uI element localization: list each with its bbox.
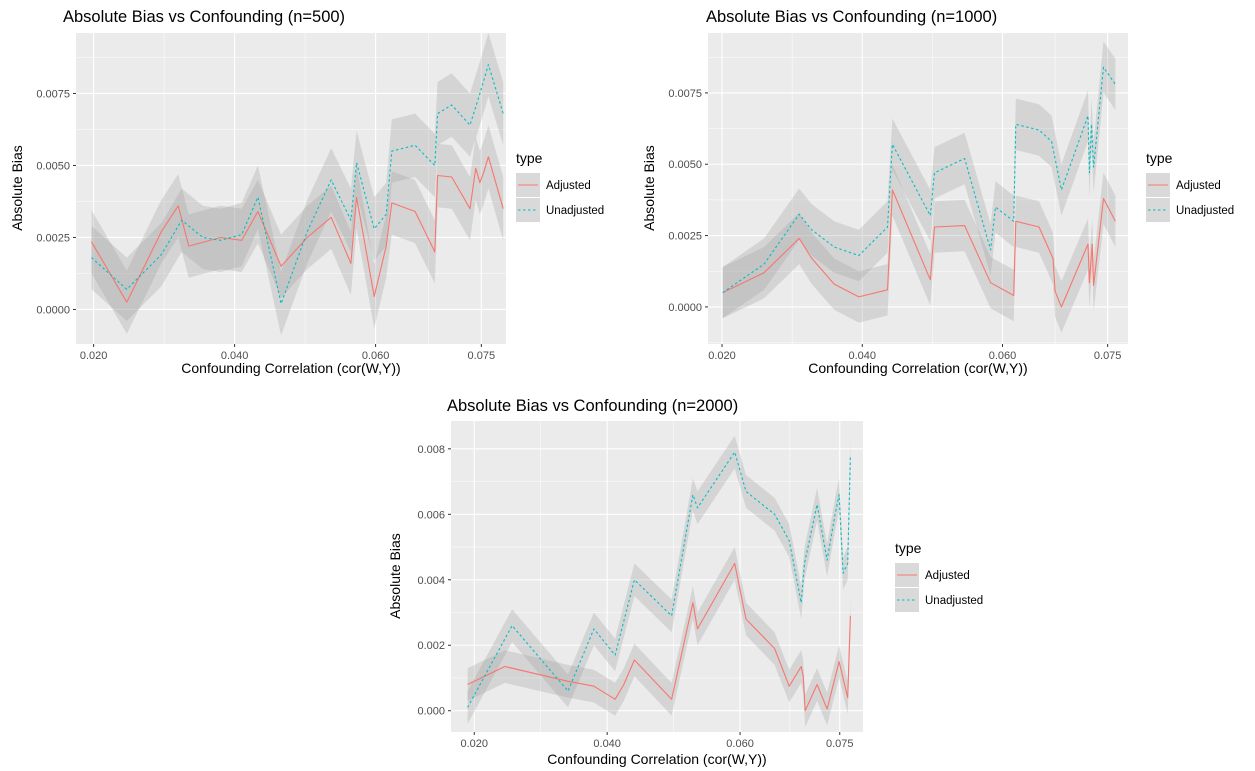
x-tick-label: 0.060 (989, 350, 1017, 362)
legend-label-unadjusted: Unadjusted (546, 205, 604, 217)
axes: 0.020 0.040 0.060 0.075 0.0000 0.0025 0.0050 0.… (668, 33, 1128, 362)
series-line-adjusted (91, 156, 504, 303)
x-tick-label: 0.040 (593, 738, 621, 750)
legend-title: type (895, 540, 922, 556)
y-tick-label: 0.004 (417, 575, 445, 587)
legend-label-adjusted: Adjusted (546, 180, 591, 192)
legend-title: type (1146, 150, 1173, 166)
plot-panel (708, 33, 1128, 344)
x-axis-title: Confounding Correlation (cor(W,Y)) (181, 360, 400, 376)
y-tick-label: 0.008 (417, 444, 445, 456)
series-line-unadjusted (722, 66, 1116, 294)
x-tick-label: 0.040 (221, 350, 249, 362)
x-tick-label: 0.040 (848, 350, 876, 362)
chart-title: Absolute Bias vs Confounding (n=2000) (447, 397, 738, 415)
axes: 0.020 0.040 0.060 0.075 0.000 0.002 0.004 0.006… (417, 421, 863, 750)
series-line-adjusted (467, 562, 851, 712)
y-tick-label: 0.0075 (668, 88, 702, 100)
x-tick-label: 0.020 (708, 350, 736, 362)
y-tick-label: 0.000 (417, 706, 445, 718)
plot-panel (76, 33, 506, 344)
y-axis-title: Absolute Bias (9, 145, 25, 231)
legend: type Adjusted Unadjusted (1146, 150, 1234, 222)
series-line-unadjusted (91, 64, 504, 305)
y-tick-label: 0.0050 (36, 160, 70, 172)
legend-label-unadjusted: Unadjusted (925, 595, 983, 607)
legend-label-adjusted: Adjusted (1176, 180, 1221, 192)
legend-label-adjusted: Adjusted (925, 570, 970, 582)
y-tick-label: 0.0075 (36, 88, 70, 100)
x-tick-label: 0.020 (80, 350, 108, 362)
x-tick-label: 0.075 (1094, 350, 1122, 362)
x-axis-title: Confounding Correlation (cor(W,Y)) (808, 360, 1027, 376)
chart-panel-1: Absolute Bias vs Confounding (n=500) 0.02… (9, 8, 604, 376)
chart-title: Absolute Bias vs Confounding (n=1000) (706, 8, 997, 26)
axes: 0.020 0.040 0.060 0.075 0.0000 0.0025 0.0050 0.… (36, 33, 506, 362)
series-line-unadjusted (467, 451, 851, 708)
confidence-band-unadjusted (91, 33, 504, 336)
legend-label-unadjusted: Unadjusted (1176, 205, 1234, 217)
x-tick-label: 0.060 (362, 350, 390, 362)
legend: type Adjusted Unadjusted (895, 540, 983, 612)
y-tick-label: 0.002 (417, 640, 445, 652)
minor-gridlines (76, 33, 506, 344)
chart-panel-3: Absolute Bias vs Confounding (n=2000) 0.0… (387, 397, 983, 767)
chart-panel-2: Absolute Bias vs Confounding (n=1000) 0.0… (641, 8, 1234, 376)
y-tick-label: 0.0000 (668, 302, 702, 314)
legend-title: type (516, 150, 543, 166)
minor-gridlines (451, 421, 863, 732)
series-line-adjusted (722, 189, 1116, 308)
confidence-band-unadjusted (467, 435, 851, 724)
x-axis-title: Confounding Correlation (cor(W,Y)) (547, 751, 766, 767)
x-tick-label: 0.075 (468, 350, 496, 362)
y-tick-label: 0.0050 (668, 159, 702, 171)
y-axis-title: Absolute Bias (387, 533, 403, 619)
y-axis-title: Absolute Bias (641, 145, 657, 231)
plot-panel (451, 421, 863, 732)
x-tick-label: 0.020 (460, 738, 488, 750)
confidence-band-adjusted (722, 164, 1116, 333)
y-tick-label: 0.0025 (668, 231, 702, 243)
y-tick-label: 0.0025 (36, 232, 70, 244)
x-tick-label: 0.060 (726, 738, 754, 750)
confidence-band-unadjusted (722, 41, 1116, 319)
y-tick-label: 0.006 (417, 509, 445, 521)
legend: type Adjusted Unadjusted (516, 150, 604, 222)
confidence-band-adjusted (91, 125, 504, 334)
x-tick-label: 0.075 (826, 738, 854, 750)
chart-title: Absolute Bias vs Confounding (n=500) (63, 8, 345, 26)
y-tick-label: 0.0000 (36, 304, 70, 316)
confidence-band-adjusted (467, 547, 851, 728)
